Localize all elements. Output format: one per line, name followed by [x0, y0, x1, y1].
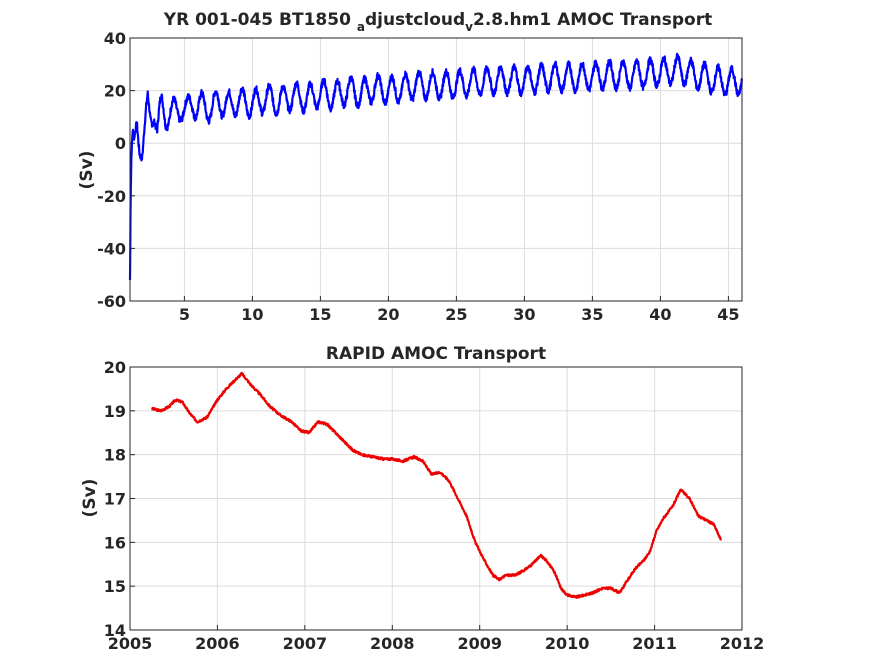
y-tick-label: 19 [104, 402, 126, 421]
bottom-chart-ticks: 2005 2006 2007 2008 2009 2010 2011 2012 20 19 18 17… [104, 358, 765, 653]
x-tick-label: 5 [179, 305, 190, 324]
top-chart-title: YR 001-045 BT1850 adjustcloudv2.8.hm1 AM… [163, 10, 712, 34]
y-tick-label: -40 [97, 239, 126, 258]
x-tick-label: 25 [445, 305, 467, 324]
x-tick-label: 20 [377, 305, 399, 324]
y-tick-label: 14 [104, 621, 126, 640]
x-tick-label: 2011 [632, 634, 677, 653]
x-tick-label: 2012 [720, 634, 765, 653]
x-tick-label: 2009 [457, 634, 502, 653]
x-tick-label: 2006 [195, 634, 240, 653]
x-tick-label: 45 [717, 305, 739, 324]
y-tick-label: 0 [115, 134, 126, 153]
top-chart-frame [129, 37, 743, 302]
x-tick-label: 2010 [545, 634, 590, 653]
top-chart-ylabel: (Sv) [77, 151, 97, 190]
y-tick-label: 20 [104, 82, 126, 101]
bottom-chart: RAPID AMOC Transport 2005 2006 2007 2008 200… [80, 344, 764, 653]
bottom-chart-frame [129, 366, 743, 631]
top-chart-ticks: 5 10 15 20 25 30 35 40 45 40 20 0 -20 -40 -60 [97, 29, 739, 324]
y-tick-label: 16 [104, 533, 126, 552]
top-chart-line [128, 52, 744, 281]
bottom-chart-line [151, 371, 722, 599]
x-tick-label: 2008 [370, 634, 415, 653]
top-chart: YR 001-045 BT1850 adjustcloudv2.8.hm1 AM… [77, 10, 744, 324]
y-tick-label: 20 [104, 358, 126, 377]
x-tick-label: 40 [649, 305, 671, 324]
top-chart-grid [130, 37, 742, 302]
bottom-chart-title: RAPID AMOC Transport [326, 344, 546, 364]
x-tick-label: 35 [581, 305, 603, 324]
y-tick-label: -20 [97, 187, 126, 206]
x-tick-label: 15 [309, 305, 331, 324]
x-tick-label: 2007 [283, 634, 328, 653]
x-tick-label: 30 [513, 305, 535, 324]
y-tick-label: 40 [104, 29, 126, 48]
bottom-chart-ylabel: (Sv) [80, 479, 100, 518]
bottom-chart-grid [129, 366, 743, 631]
x-tick-label: 10 [241, 305, 263, 324]
y-tick-label: 18 [104, 446, 126, 465]
y-tick-label: 17 [104, 490, 126, 509]
y-tick-label: -60 [97, 292, 126, 311]
x-tick-label: 2005 [108, 634, 153, 653]
y-tick-label: 15 [104, 577, 126, 596]
